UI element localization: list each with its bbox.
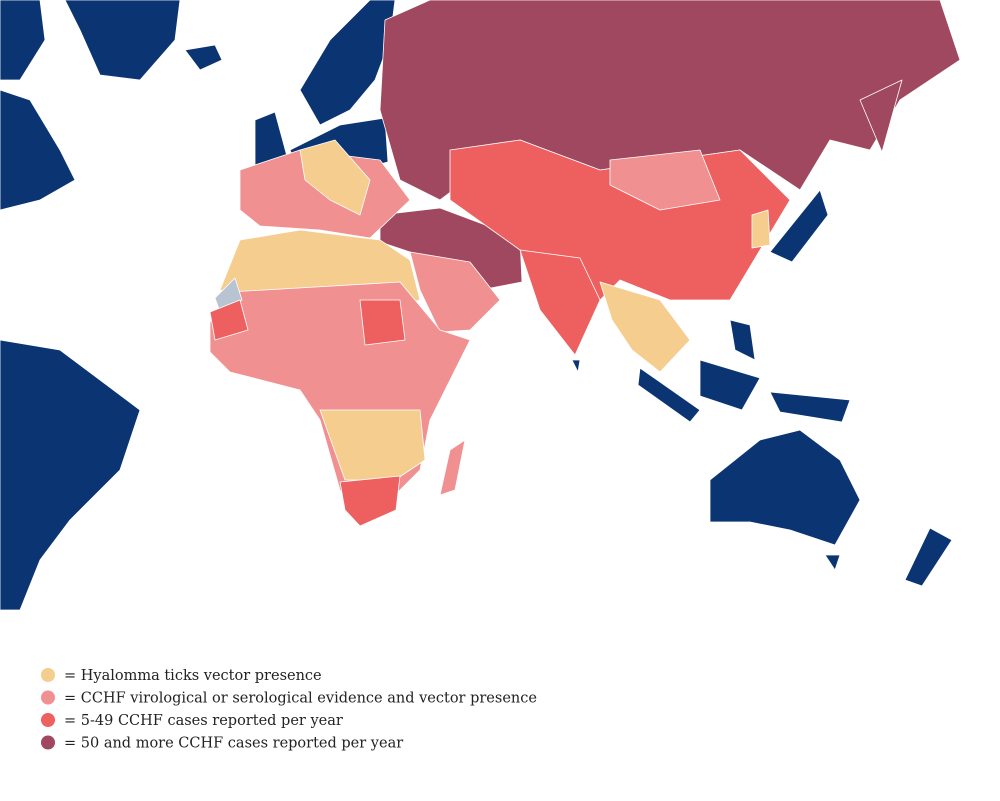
philippines — [729, 319, 756, 361]
iceland — [184, 44, 223, 71]
india — [519, 249, 601, 356]
kamchatka — [859, 79, 903, 153]
legend: = Hyalomma ticks vector presence = CCHF v… — [41, 668, 537, 752]
legend-swatch — [41, 735, 55, 750]
sumatra — [637, 367, 701, 423]
legend-swatch — [41, 713, 55, 727]
legend-label: = 5-49 CCHF cases reported per year — [64, 713, 343, 729]
legend-label: = CCHF virological or serological eviden… — [64, 691, 537, 707]
north-america — [0, 0, 46, 81]
mongolia — [609, 149, 721, 211]
canada-east — [0, 89, 76, 211]
sri-lanka — [571, 359, 581, 373]
southeast-asia — [599, 281, 691, 373]
italy-balkans — [299, 139, 371, 216]
legend-swatch — [41, 668, 55, 682]
south-africa — [339, 475, 401, 527]
tasmania — [824, 554, 841, 571]
madagascar — [439, 439, 466, 496]
arabia — [409, 251, 501, 333]
russia — [379, 0, 961, 201]
south-america — [0, 339, 141, 611]
southern-africa — [319, 409, 426, 481]
borneo — [699, 359, 761, 411]
legend-label: = 50 and more CCHF cases reported per ye… — [64, 736, 403, 752]
sub-saharan-africa — [209, 281, 471, 526]
korea — [751, 209, 771, 249]
sudan — [359, 299, 406, 346]
world-map — [0, 0, 961, 611]
new-guinea — [769, 391, 851, 423]
greenland — [64, 0, 181, 81]
legend-label: = Hyalomma ticks vector presence — [64, 668, 322, 684]
legend-swatch — [41, 690, 55, 705]
new-zealand — [904, 527, 953, 587]
turkey-iran — [379, 207, 523, 293]
japan — [769, 189, 829, 263]
australia — [709, 429, 861, 546]
senegal — [209, 299, 249, 341]
